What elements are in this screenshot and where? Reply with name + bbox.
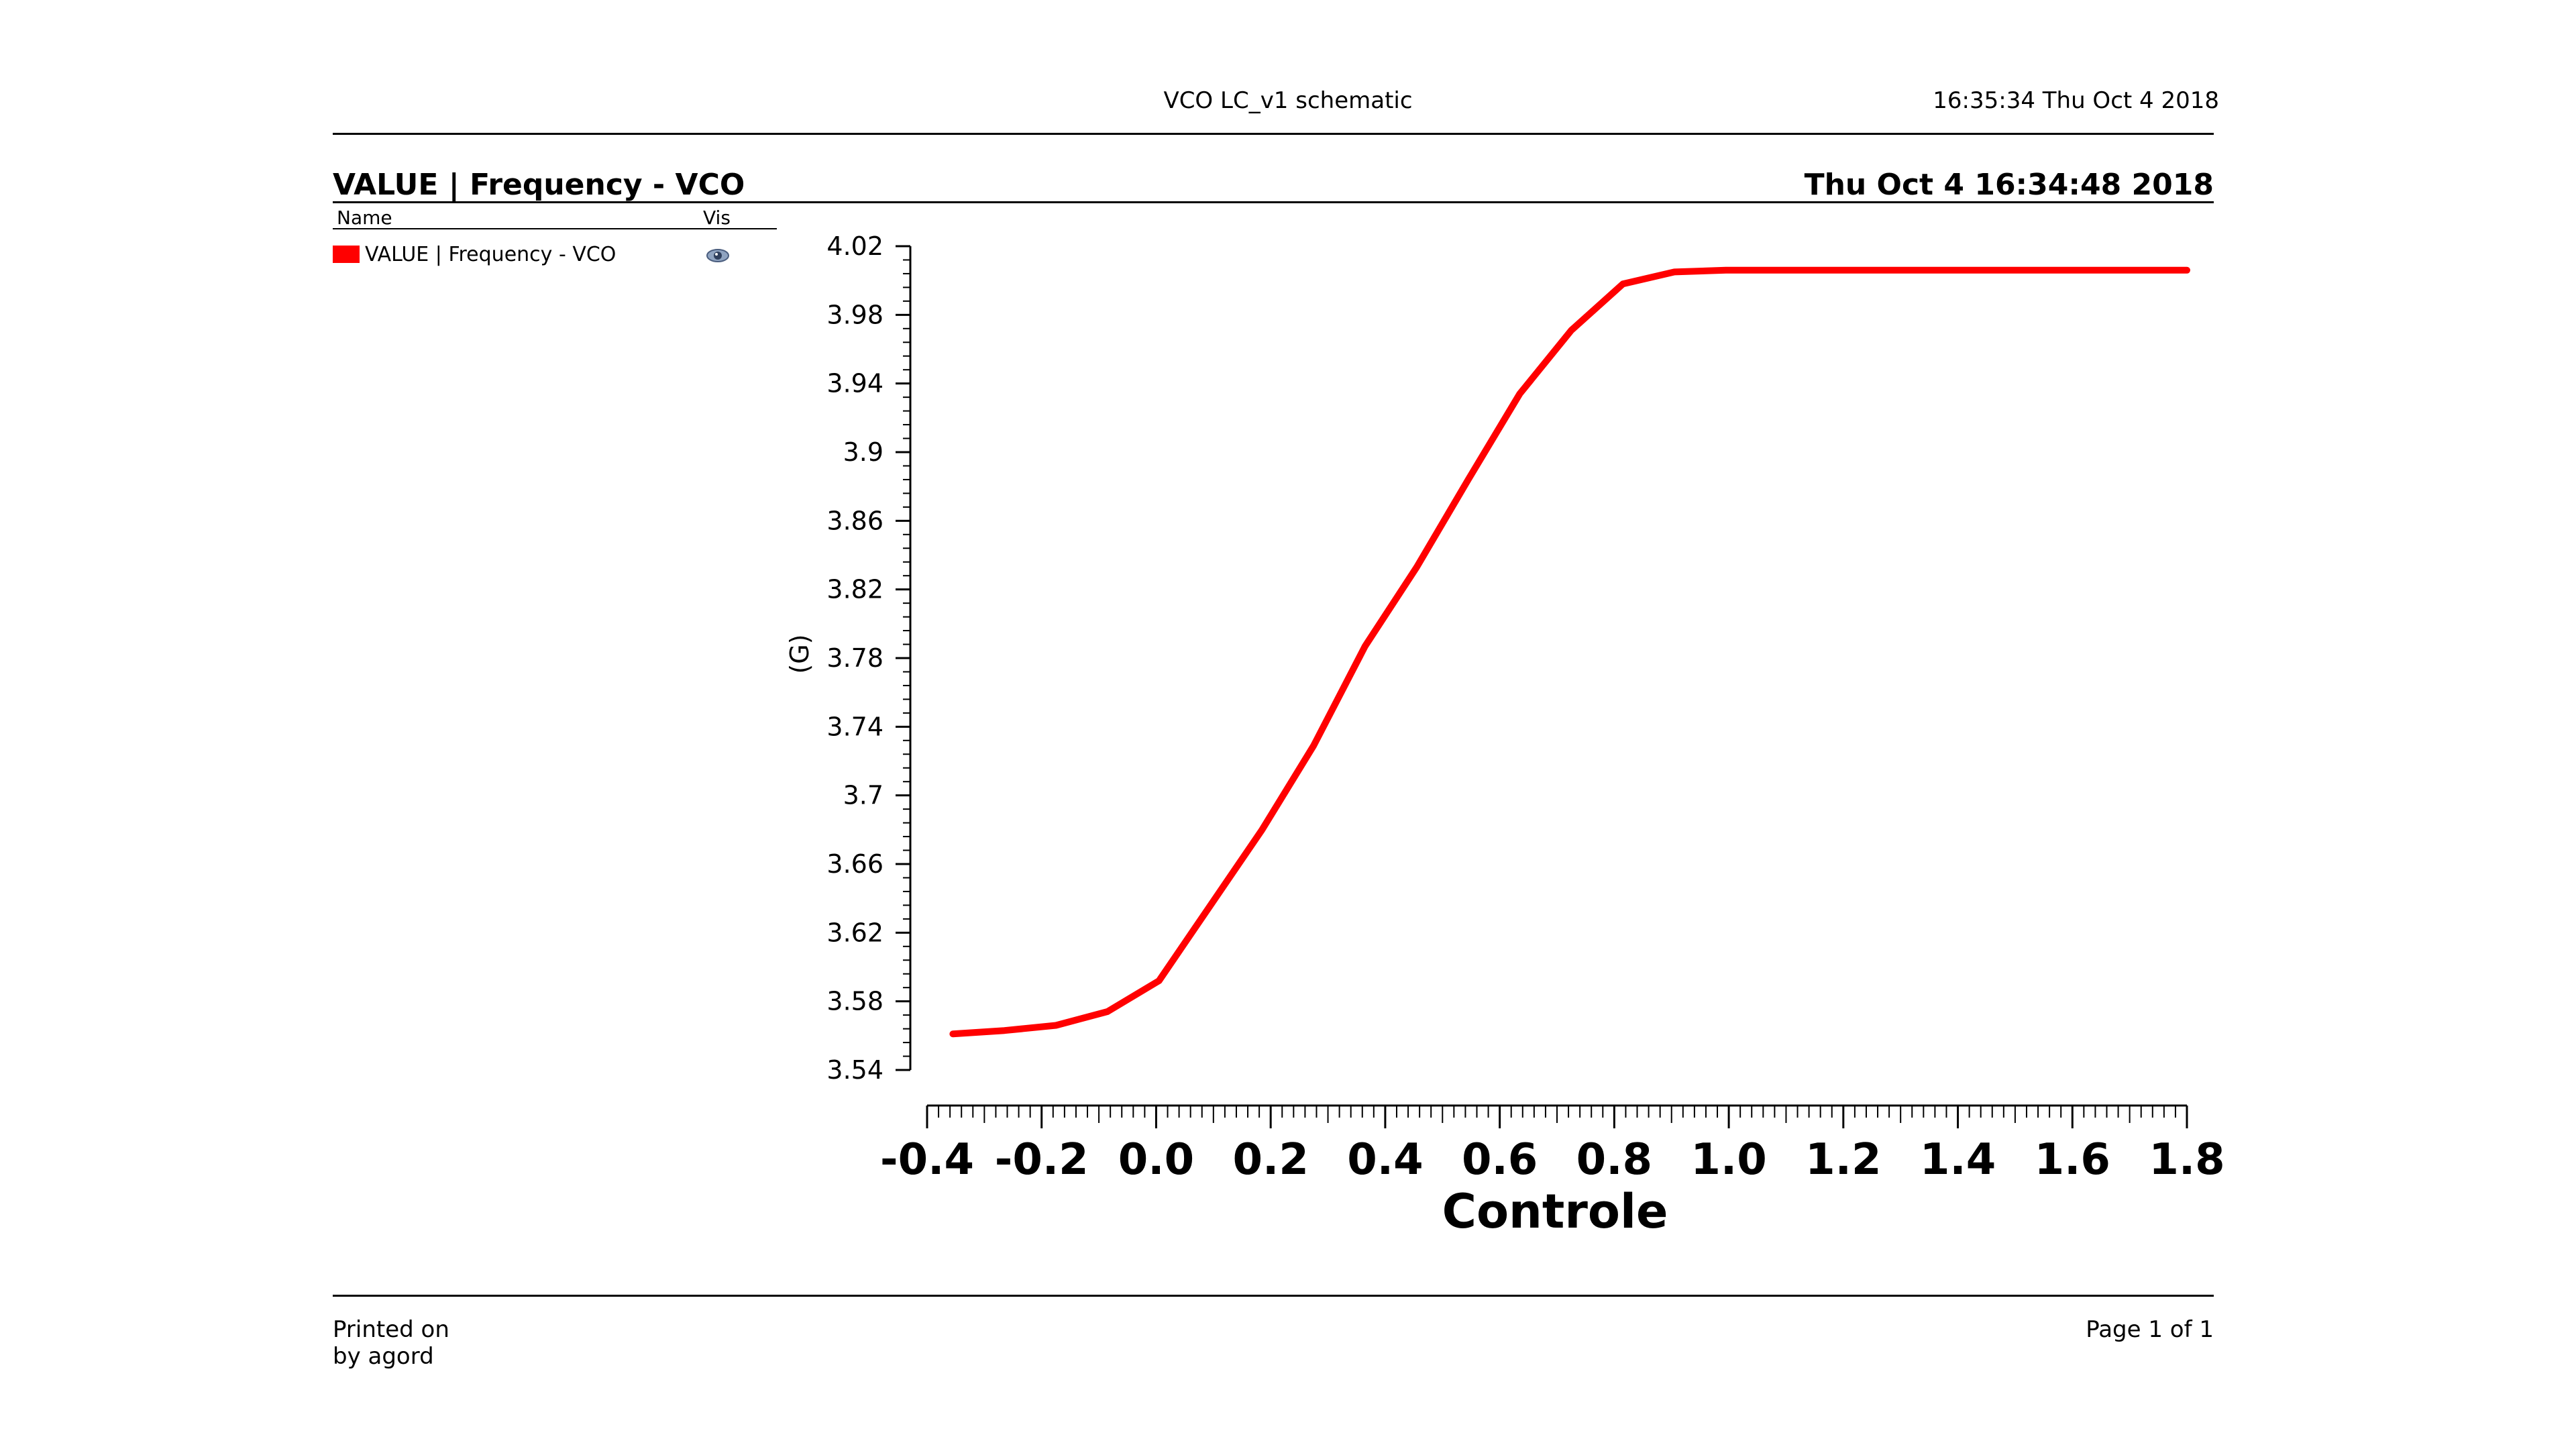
y-tick-label: 3.78 — [826, 643, 883, 673]
data-point — [1311, 743, 1317, 749]
data-point — [1671, 269, 1677, 275]
y-axis: 3.54 3.58 3.62 3.66 3.7 3.74 3.78 3.82 3.86 3.9 3.… — [826, 231, 912, 1085]
x-tick-label: 0.6 — [1462, 1135, 1538, 1185]
data-point — [1156, 977, 1162, 983]
x-tick-label: 1.0 — [1690, 1135, 1766, 1185]
y-tick-label: 3.94 — [826, 369, 883, 398]
x-tick-label: 0.2 — [1232, 1135, 1308, 1185]
footer-printed-on: Printed on — [333, 1316, 449, 1343]
legend-swatch — [333, 246, 360, 263]
data-point — [1826, 267, 1832, 273]
footer-page: Page 1 of 1 — [2086, 1316, 2214, 1343]
plot-title: VALUE | Frequency - VCO — [333, 168, 745, 202]
footer-by: by agord — [333, 1343, 434, 1370]
data-point — [1208, 902, 1214, 908]
data-point — [2135, 267, 2141, 273]
legend-col-vis: Vis — [703, 207, 731, 229]
y-tick-label: 3.7 — [843, 781, 883, 810]
header-datetime: 16:35:34 Thu Oct 4 2018 — [1933, 87, 2219, 114]
data-point — [1723, 267, 1729, 273]
y-tick-label: 4.02 — [826, 231, 883, 261]
series-layer — [949, 266, 2190, 1038]
plot-header-rule — [333, 201, 2214, 203]
x-tick-label: 1.2 — [1805, 1135, 1881, 1185]
footer-rule — [333, 1295, 2214, 1297]
y-tick-label: 3.9 — [843, 437, 883, 467]
y-tick-label: 3.74 — [826, 712, 883, 741]
y-tick-label: 3.98 — [826, 300, 883, 329]
x-tick-label: -0.4 — [880, 1135, 974, 1185]
x-tick-label: -0.2 — [995, 1135, 1089, 1185]
data-point — [1413, 564, 1419, 570]
legend-col-name: Name — [337, 207, 392, 229]
y-tick-label: 3.58 — [826, 987, 883, 1016]
y-tick-label: 3.82 — [826, 575, 883, 604]
legend-entry-label: VALUE | Frequency - VCO — [365, 243, 616, 266]
y-tick-label: 3.86 — [826, 506, 883, 535]
header-title: VCO LC_v1 schematic — [1163, 87, 1413, 114]
data-point — [1259, 826, 1265, 833]
data-point — [950, 1031, 956, 1037]
data-point — [2032, 267, 2038, 273]
data-point — [2184, 267, 2190, 273]
data-point — [1002, 1028, 1008, 1034]
x-axis: -0.4 -0.2 0.0 0.2 0.4 0.6 0.8 1.0 1.2 1.4 1.6 1.8 — [880, 1104, 2225, 1185]
data-point — [1774, 267, 1780, 273]
data-point — [1878, 267, 1884, 273]
data-point — [1362, 643, 1368, 649]
data-point — [1465, 476, 1471, 482]
data-point — [1517, 391, 1523, 397]
legend-header-rule — [333, 228, 777, 229]
x-tick-label: 0.8 — [1576, 1135, 1652, 1185]
y-tick-label: 3.54 — [826, 1055, 883, 1085]
eye-icon[interactable] — [706, 247, 730, 264]
data-point — [2084, 267, 2090, 273]
data-point — [1620, 281, 1626, 287]
data-point — [1568, 327, 1574, 333]
x-tick-label: 1.8 — [2149, 1135, 2224, 1185]
x-tick-label: 0.4 — [1347, 1135, 1423, 1185]
x-tick-label: 1.6 — [2035, 1135, 2110, 1185]
x-axis-label: Controle — [1442, 1184, 1668, 1239]
x-tick-label: 1.4 — [1920, 1135, 1996, 1185]
data-point — [1980, 267, 1986, 273]
y-tick-label: 3.66 — [826, 849, 883, 879]
header-rule — [333, 133, 2214, 135]
data-point — [1104, 1009, 1110, 1015]
data-point — [1053, 1022, 1059, 1028]
plot-datetime: Thu Oct 4 16:34:48 2018 — [1804, 168, 2214, 202]
data-point — [1929, 267, 1935, 273]
y-tick-label: 3.62 — [826, 918, 883, 947]
y-axis-label: (G) — [785, 634, 814, 674]
x-tick-label: 0.0 — [1118, 1135, 1194, 1185]
series-line — [949, 266, 2190, 1038]
